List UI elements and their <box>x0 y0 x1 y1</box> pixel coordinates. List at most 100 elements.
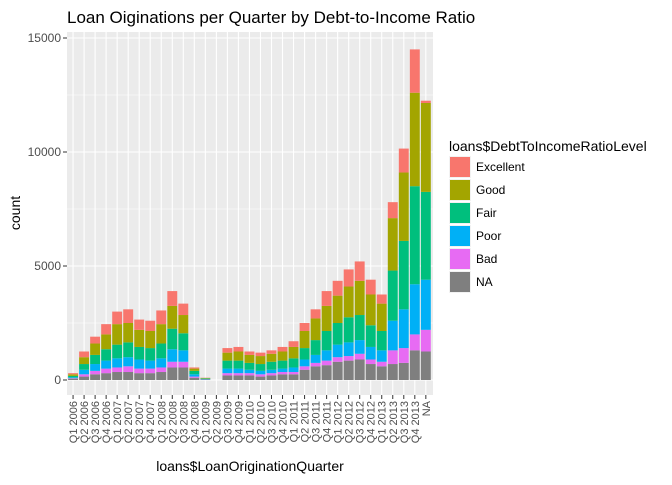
bar-segment-excellent <box>145 321 155 331</box>
bar-segment-fair <box>388 271 398 321</box>
bar-segment-good <box>355 281 365 315</box>
legend-swatch-na <box>450 272 470 292</box>
legend-swatch-good <box>450 180 470 200</box>
bar-segment-fair <box>366 325 376 347</box>
bar-segment-excellent <box>90 337 100 344</box>
bar-segment-fair <box>311 340 321 355</box>
legend-swatch-poor <box>450 226 470 246</box>
bar-segment-bad <box>189 377 199 378</box>
x-axis-label: loans$LoanOriginationQuarter <box>156 458 344 474</box>
bar-segment-na <box>256 377 266 380</box>
bar-segment-good <box>333 296 343 323</box>
bar-segment-na <box>167 367 177 380</box>
bar-segment-excellent <box>278 347 288 352</box>
bar-segment-bad <box>388 350 398 364</box>
bar-segment-fair <box>344 317 354 342</box>
bar-segment-excellent <box>399 149 409 173</box>
bar-segment-na <box>267 375 277 380</box>
bar-segment-excellent <box>167 291 177 306</box>
bar-segment-good <box>101 334 111 349</box>
bar-segment-excellent <box>410 49 420 92</box>
bar-segment-poor <box>399 309 409 348</box>
bar-segment-excellent <box>68 373 78 374</box>
bar-segment-fair <box>68 376 78 377</box>
bar-segment-na <box>421 352 431 381</box>
bar-segment-good <box>311 318 321 340</box>
bar-segment-na <box>233 375 243 380</box>
bar-segment-excellent <box>178 304 188 315</box>
legend-label-excellent: Excellent <box>476 160 525 174</box>
bar-segment-excellent <box>79 352 89 358</box>
y-tick-label: 15000 <box>28 31 62 45</box>
bar-segment-poor <box>388 321 398 351</box>
bar-segment-poor <box>79 370 89 375</box>
bar-segment-poor <box>90 364 100 371</box>
legend-label-bad: Bad <box>476 252 497 266</box>
bar-segment-poor <box>178 350 188 361</box>
bar-segment-na <box>145 373 155 380</box>
bar-segment-poor <box>233 369 243 374</box>
bar-segment-fair <box>222 361 232 369</box>
bar-segment-na <box>79 377 89 380</box>
bar-segment-excellent <box>377 295 387 304</box>
bar-segment-bad <box>355 354 365 360</box>
bar-segment-good <box>134 330 144 347</box>
bar-segment-excellent <box>311 309 321 318</box>
bar-segment-fair <box>134 347 144 360</box>
bar-segment-bad <box>178 362 188 368</box>
bar-segment-na <box>68 379 78 380</box>
bar-segment-good <box>366 295 376 326</box>
bar-segment-good <box>377 304 387 331</box>
bar-segment-fair <box>178 333 188 350</box>
bar-segment-bad <box>145 369 155 374</box>
bar-segment-na <box>300 370 310 380</box>
bar-segment-na <box>333 362 343 380</box>
bar-segment-fair <box>167 329 177 350</box>
bar-segment-fair <box>145 348 155 361</box>
bar-segment-fair <box>278 361 288 369</box>
bar-segment-na <box>134 373 144 380</box>
bar-segment-poor <box>311 355 321 363</box>
bar-segment-na <box>278 374 288 380</box>
bar-segment-bad <box>134 369 144 374</box>
bar-segment-bad <box>112 367 122 372</box>
bar-segment-excellent <box>123 309 133 323</box>
bar-segment-fair <box>79 364 89 370</box>
bar-segment-excellent <box>189 367 199 368</box>
bar-segment-bad <box>300 366 310 369</box>
bar-segment-na <box>90 374 100 380</box>
bar-segment-fair <box>101 349 111 360</box>
bar-segment-excellent <box>289 341 299 347</box>
bar-segment-na <box>410 350 420 380</box>
bar-segment-good <box>300 331 310 348</box>
bar-segment-fair <box>123 342 133 357</box>
bar-segment-fair <box>233 361 243 369</box>
bar-segment-poor <box>289 367 299 372</box>
bar-segment-bad <box>344 356 354 361</box>
bar-segment-good <box>289 347 299 358</box>
bar-segment-excellent <box>156 310 166 324</box>
legend-title: loans$DebtToIncomeRatioLevel <box>449 138 647 154</box>
bar-segment-fair <box>333 323 343 345</box>
bar-segment-na <box>244 375 254 380</box>
bar-segment-bad <box>267 373 277 375</box>
bar-segment-good <box>410 93 420 186</box>
bar-segment-poor <box>167 349 177 362</box>
bar-segment-good <box>112 324 122 345</box>
bar-segment-good <box>68 374 78 376</box>
bar-segment-good <box>322 306 332 331</box>
bar-segment-bad <box>222 373 232 375</box>
bar-segment-fair <box>421 192 431 280</box>
bar-segment-fair <box>267 362 277 370</box>
bar-segment-na <box>377 366 387 380</box>
legend-swatch-bad <box>450 249 470 269</box>
bar-segment-poor <box>68 377 78 378</box>
bar-segment-excellent <box>344 269 354 286</box>
bar-segment-bad <box>278 372 288 374</box>
y-tick-label: 0 <box>54 373 61 387</box>
bar-segment-excellent <box>421 101 431 103</box>
bar-segment-bad <box>167 362 177 368</box>
bar-segment-na <box>311 366 321 380</box>
bar-segment-good <box>244 355 254 363</box>
